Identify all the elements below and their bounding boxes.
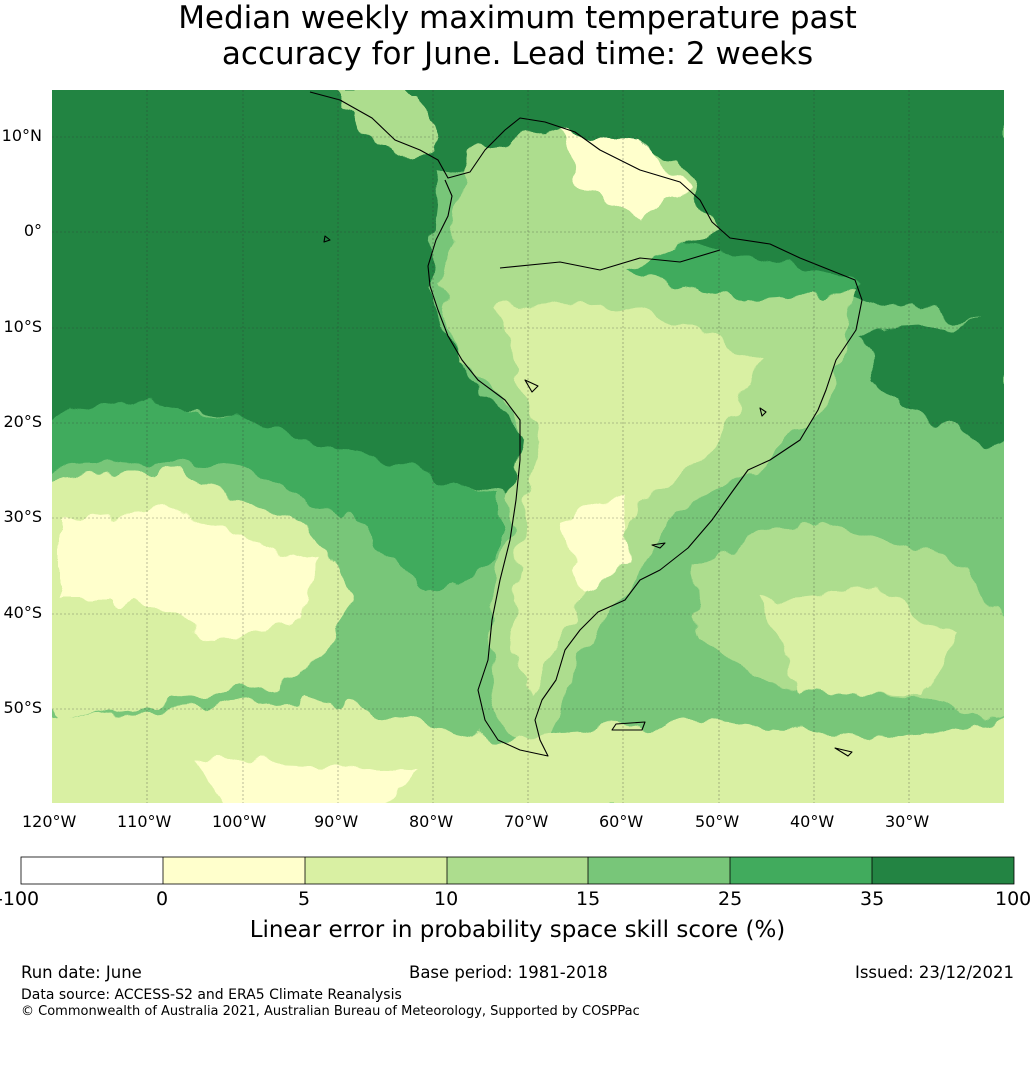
lon-label-90w: 90°W (314, 812, 359, 831)
field-central-america-light (330, 90, 440, 160)
lat-label-30s: 30°S (3, 507, 42, 526)
lon-label-100w: 100°W (212, 812, 267, 831)
colorbar (20, 856, 1015, 885)
lon-label-80w: 80°W (409, 812, 454, 831)
field-southern-ocean-pale (200, 760, 420, 803)
colorbar-bin-lt0 (21, 857, 163, 884)
colorbar-tick-neg100: -100 (0, 888, 40, 910)
data-source: Data source: ACCESS-S2 and ERA5 Climate … (21, 987, 402, 1003)
lon-label-110w: 110°W (117, 812, 172, 831)
colorbar-tick-15: 15 (576, 888, 601, 910)
field-high-skill-atlantic (860, 320, 1004, 448)
map-title-line-1: Median weekly maximum temperature past (178, 0, 857, 36)
colorbar-label: Linear error in probability space skill … (249, 917, 786, 943)
colorbar-bin-10-15 (447, 857, 588, 884)
colorbar-bin-35-100 (872, 857, 1014, 884)
colorbar-tick-25: 25 (718, 888, 743, 910)
map-title-line-2: accuracy for June. Lead time: 2 weeks (221, 36, 814, 72)
lon-label-70w: 70°W (504, 812, 549, 831)
issued-date: Issued: 23/12/2021 (854, 963, 1014, 982)
skill-score-map (52, 90, 1004, 803)
lat-label-50s: 50°S (3, 698, 42, 717)
field-south-pacific-pale (60, 510, 320, 640)
colorbar-bin-0-5 (163, 857, 305, 884)
graticule (52, 90, 1004, 803)
lat-label-20s: 20°S (3, 412, 42, 431)
field-south-atlantic-pale (760, 590, 960, 700)
colorbar-tick-10: 10 (434, 888, 459, 910)
colorbar-tick-35: 35 (860, 888, 885, 910)
field-land-palest-2 (560, 500, 630, 600)
lon-label-60w: 60°W (599, 812, 644, 831)
lat-label-10s: 10°S (3, 317, 42, 336)
field-high-skill-pacific (52, 90, 1004, 500)
lat-label-0: 0° (23, 221, 42, 240)
colorbar-tick-5: 5 (298, 888, 311, 910)
lat-label-40s: 40°S (3, 603, 42, 622)
run-date: Run date: June (21, 963, 142, 982)
coastline (309, 91, 863, 757)
lon-label-30w: 30°W (885, 812, 930, 831)
colorbar-tick-100: 100 (995, 888, 1032, 910)
field-land-pale (500, 300, 760, 700)
field-skill-band-pacific (52, 400, 500, 590)
colorbar-tick-0: 0 (156, 888, 169, 910)
map-title: Median weekly maximum temperature past a… (0, 0, 1035, 72)
lon-label-50w: 50°W (695, 812, 740, 831)
colorbar-bin-25-35 (730, 857, 872, 884)
lon-label-40w: 40°W (790, 812, 835, 831)
colorbar-bin-5-10 (305, 857, 447, 884)
copyright: © Commonwealth of Australia 2021, Austra… (21, 1004, 640, 1019)
lat-label-10n: 10°N (1, 126, 42, 145)
field-land-palest (560, 130, 690, 220)
base-period: Base period: 1981-2018 (409, 963, 608, 982)
colorbar-bin-15-25 (588, 857, 730, 884)
lon-label-120w: 120°W (22, 812, 77, 831)
